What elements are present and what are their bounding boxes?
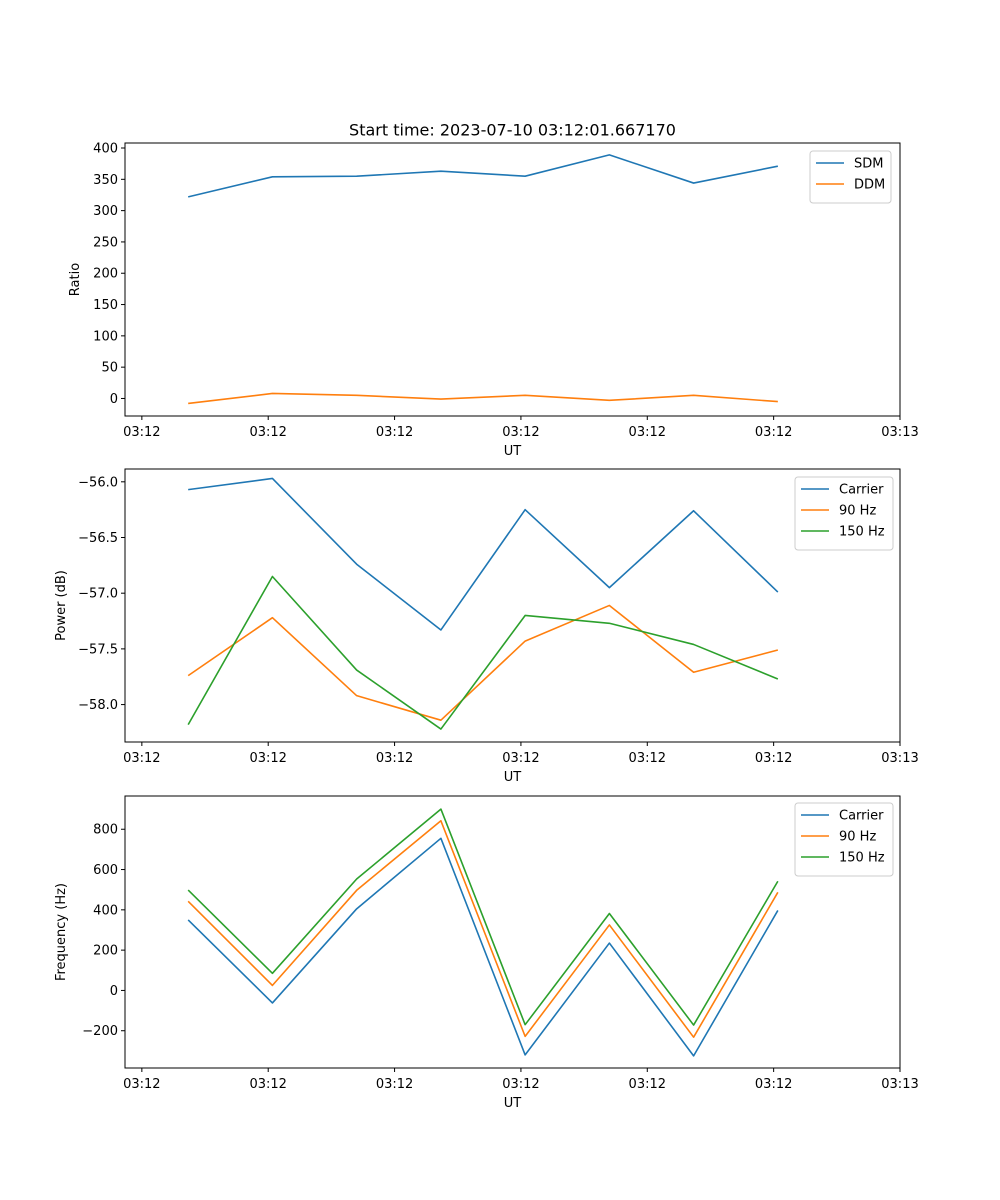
y-tick-label: −56.5: [78, 531, 118, 546]
y-tick-label: 50: [101, 361, 118, 376]
y-tick-label: 800: [93, 823, 118, 838]
y-tick-label: −57.5: [78, 642, 118, 657]
series-lines: [187, 477, 779, 730]
series-line-150-hz: [187, 575, 779, 730]
x-tick-label: 03:12: [502, 751, 539, 766]
series-line-90-hz: [187, 604, 779, 721]
y-axis-label: Frequency (Hz): [54, 883, 69, 981]
x-tick-label: 03:13: [881, 425, 918, 440]
legend: SDM DDM: [809, 150, 892, 204]
x-axis-label: UT: [504, 444, 522, 459]
y-axis: −200 0 200 400 600 800: [82, 823, 125, 1039]
x-tick-label: 03:12: [755, 1077, 792, 1092]
axes-frame: [124, 142, 901, 417]
y-tick-label: 400: [93, 903, 118, 918]
x-axis-label: UT: [504, 770, 522, 785]
x-tick-label: 03:12: [629, 1077, 666, 1092]
series-line-150-hz: [187, 808, 779, 1026]
x-tick-label: 03:12: [376, 425, 413, 440]
chart-panel-1: 03:12 03:12 03:12 03:12 03:12 03:12 03:13 0 50 10…: [68, 142, 919, 459]
y-tick-label: −56.0: [78, 475, 118, 490]
y-tick-label: −200: [82, 1024, 118, 1039]
x-axis: 03:12 03:12 03:12 03:12 03:12 03:12 03:13: [123, 1068, 919, 1092]
legend-label: 150 Hz: [839, 525, 885, 540]
y-tick-label: −57.0: [78, 587, 118, 602]
y-tick-label: 100: [93, 329, 118, 344]
series-lines: [187, 808, 779, 1057]
x-tick-label: 03:12: [249, 425, 286, 440]
x-tick-label: 03:12: [249, 751, 286, 766]
x-tick-label: 03:12: [629, 751, 666, 766]
x-tick-label: 03:12: [249, 1077, 286, 1092]
y-tick-label: −58.0: [78, 698, 118, 713]
legend-label: DDM: [854, 178, 885, 193]
y-axis: 0 50 100 150 200 250 300 350 400: [93, 142, 125, 407]
y-tick-label: 250: [93, 235, 118, 250]
series-line-90-hz: [187, 819, 779, 1038]
x-tick-label: 03:12: [123, 751, 160, 766]
y-tick-label: 350: [93, 173, 118, 188]
y-tick-label: 200: [93, 944, 118, 959]
x-tick-label: 03:13: [881, 1077, 918, 1092]
x-tick-label: 03:12: [502, 425, 539, 440]
panels: 03:12 03:12 03:12 03:12 03:12 03:12 03:13 0 50 10…: [54, 142, 919, 1111]
y-tick-label: 150: [93, 298, 118, 313]
x-tick-label: 03:12: [376, 1077, 413, 1092]
legend-label: 90 Hz: [839, 504, 876, 519]
legend-label: SDM: [854, 157, 883, 172]
y-tick-label: 600: [93, 863, 118, 878]
series-lines: [187, 154, 779, 405]
legend: Carrier 90 Hz 150 Hz: [794, 476, 894, 551]
legend-label: 90 Hz: [839, 830, 876, 845]
legend: Carrier 90 Hz 150 Hz: [794, 802, 894, 877]
y-axis: −58.0 −57.5 −57.0 −56.5 −56.0: [78, 475, 125, 713]
chart-panel-3: 03:12 03:12 03:12 03:12 03:12 03:12 03:13 −200 0…: [54, 795, 919, 1111]
axes-frame: [124, 795, 901, 1069]
y-tick-label: 0: [110, 984, 118, 999]
x-tick-label: 03:12: [376, 751, 413, 766]
x-tick-label: 03:12: [755, 751, 792, 766]
x-tick-label: 03:12: [123, 1077, 160, 1092]
x-axis-label: UT: [504, 1096, 522, 1111]
series-line-sdm: [187, 154, 779, 198]
legend-label: 150 Hz: [839, 851, 885, 866]
x-axis: 03:12 03:12 03:12 03:12 03:12 03:12 03:13: [123, 416, 919, 440]
y-tick-label: 300: [93, 204, 118, 219]
series-line-carrier: [188, 477, 779, 631]
chart-panel-2: 03:12 03:12 03:12 03:12 03:12 03:12 03:13 −58.0…: [54, 468, 919, 785]
y-tick-label: 200: [93, 267, 118, 282]
x-tick-label: 03:12: [502, 1077, 539, 1092]
x-tick-label: 03:13: [881, 751, 918, 766]
x-tick-label: 03:12: [629, 425, 666, 440]
chart-title: Start time: 2023-07-10 03:12:01.667170: [349, 121, 676, 140]
x-tick-label: 03:12: [755, 425, 792, 440]
legend-box: [809, 150, 892, 204]
y-axis-label: Ratio: [68, 263, 83, 296]
series-line-carrier: [187, 837, 779, 1057]
x-tick-label: 03:12: [123, 425, 160, 440]
legend-label: Carrier: [839, 809, 884, 824]
x-axis: 03:12 03:12 03:12 03:12 03:12 03:12 03:13: [123, 742, 919, 766]
y-axis-label: Power (dB): [54, 570, 69, 641]
axes-frame: [124, 468, 901, 743]
series-line-ddm: [188, 392, 778, 405]
y-tick-label: 0: [110, 392, 118, 407]
y-tick-label: 400: [93, 142, 118, 157]
legend-label: Carrier: [839, 483, 884, 498]
